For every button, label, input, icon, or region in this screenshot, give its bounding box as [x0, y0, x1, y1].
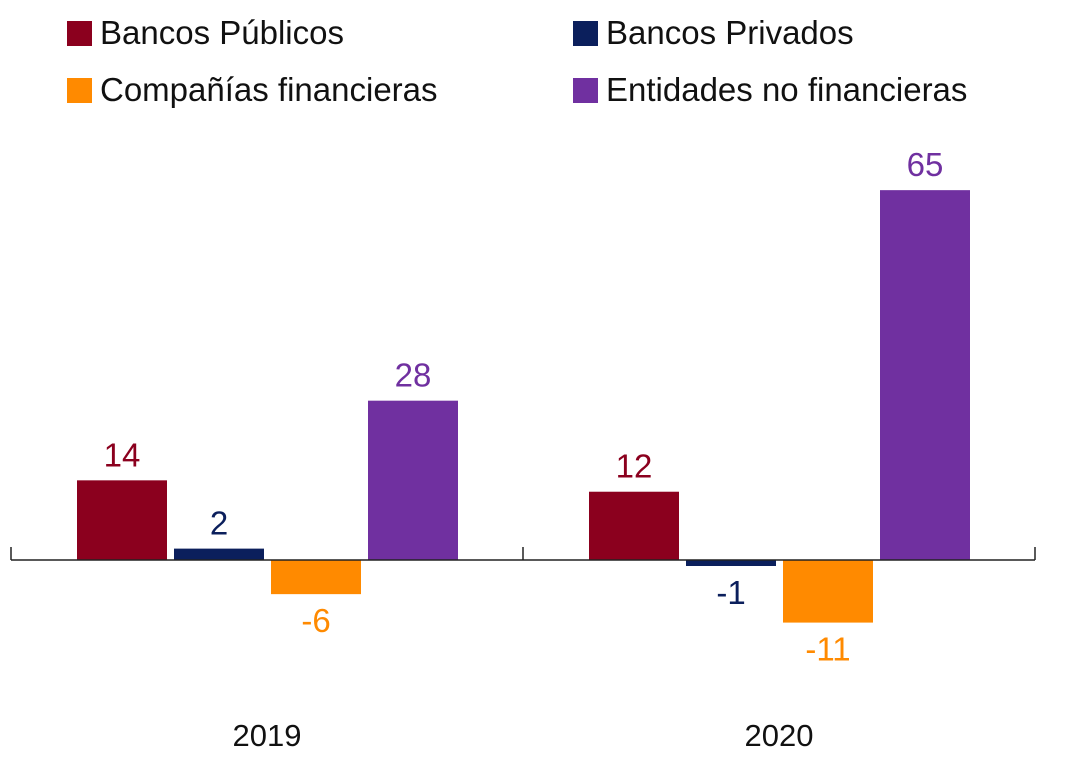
data-label: -6 [301, 602, 330, 639]
legend-swatch [67, 77, 92, 103]
data-label: -11 [805, 631, 850, 668]
bar [271, 560, 361, 595]
bar [783, 560, 873, 623]
legend-swatch [573, 20, 598, 46]
legend-swatch [573, 77, 598, 103]
legend-item: Bancos Privados [573, 14, 854, 51]
bar [368, 400, 458, 560]
legend-item: Compañías financieras [67, 71, 438, 108]
data-label: 28 [395, 357, 432, 394]
legend-label: Bancos Públicos [100, 14, 344, 51]
data-label: 12 [616, 448, 653, 485]
legend-label: Compañías financieras [100, 71, 438, 108]
legend-label: Entidades no financieras [606, 71, 968, 108]
legend-item: Bancos Públicos [67, 14, 344, 51]
data-label: 65 [907, 146, 944, 183]
data-label: 14 [104, 436, 141, 473]
data-label: -1 [716, 574, 745, 611]
bar [174, 548, 264, 560]
bar [77, 480, 167, 560]
legend-swatch [67, 20, 92, 46]
legend-item: Entidades no financieras [573, 71, 967, 108]
data-label: 2 [210, 505, 228, 542]
bar [686, 560, 776, 566]
x-tick-label: 2020 [745, 718, 814, 753]
bar [880, 190, 970, 560]
x-tick-label: 2019 [233, 718, 302, 753]
legend-label: Bancos Privados [606, 14, 854, 51]
bar [589, 491, 679, 560]
